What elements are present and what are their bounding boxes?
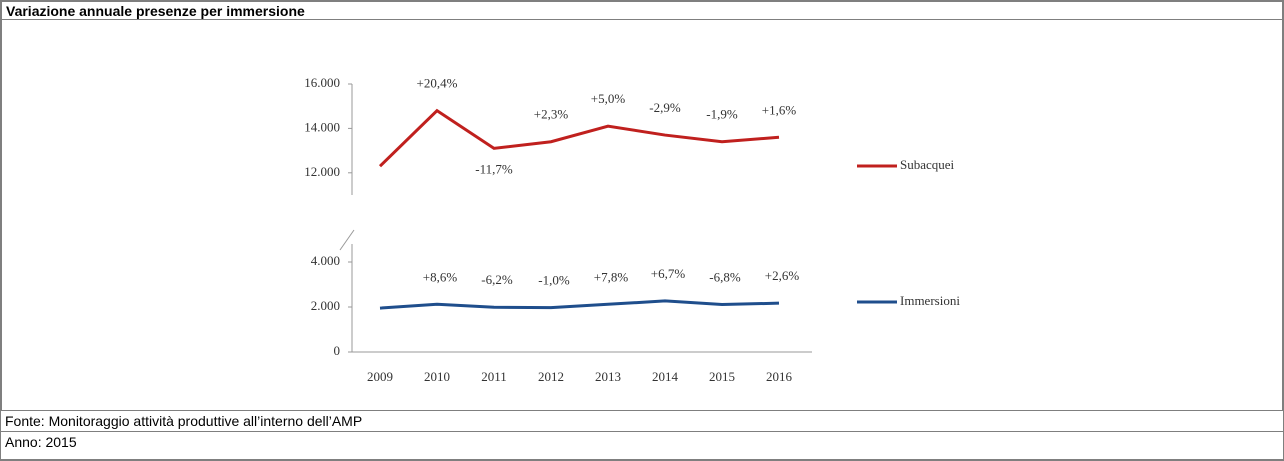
annotation: +2,6%: [765, 268, 800, 283]
annotation: -1,9%: [706, 107, 738, 122]
annotation: +1,6%: [762, 102, 797, 117]
annotation: -6,2%: [481, 272, 513, 287]
annotation: -11,7%: [475, 161, 513, 176]
chart-cell: 12.000 14.000 16.000 0 2.000 4.000 2009 2010 201…: [0, 19, 1284, 410]
annotation: +20,4%: [417, 76, 458, 91]
chart: 12.000 14.000 16.000 0 2.000 4.000 2009 2010 201…: [304, 75, 960, 384]
x-tick-label: 2010: [424, 369, 450, 384]
legend-label: Subacquei: [900, 157, 955, 172]
annotation: -2,9%: [649, 100, 681, 115]
y-tick-label: 4.000: [311, 253, 340, 268]
y-tick-label: 0: [334, 343, 341, 358]
legend-label: Immersioni: [900, 293, 960, 308]
axis-break: [339, 229, 355, 251]
x-tick-label: 2013: [595, 369, 621, 384]
annotation: +7,8%: [594, 269, 629, 284]
x-tick-label: 2012: [538, 369, 564, 384]
annotation: +5,0%: [591, 91, 626, 106]
annotation: -1,0%: [538, 273, 570, 288]
x-tick-label: 2014: [652, 369, 679, 384]
header-title: Variazione annuale presenze per immersio…: [0, 0, 1284, 20]
y-tick-label: 12.000: [304, 164, 340, 179]
year: Anno: 2015: [0, 431, 1284, 461]
line: [378, 108, 780, 168]
x-tick-label: 2015: [709, 369, 735, 384]
annotation: +8,6%: [423, 269, 458, 284]
source: Fonte: Monitoraggio attività produttive …: [0, 410, 1284, 432]
x-tick-label: 2016: [766, 369, 793, 384]
x-tick-label: 2011: [481, 369, 507, 384]
x-tick-label: 2009: [367, 369, 393, 384]
annotation: +6,7%: [651, 266, 686, 281]
line: [379, 299, 780, 310]
y-tick-label: 14.000: [304, 119, 340, 134]
annotation: +2,3%: [534, 107, 569, 122]
y-tick-label: 16.000: [304, 75, 340, 90]
y-tick-label: 2.000: [311, 298, 340, 313]
annotation: -6,8%: [709, 270, 741, 285]
